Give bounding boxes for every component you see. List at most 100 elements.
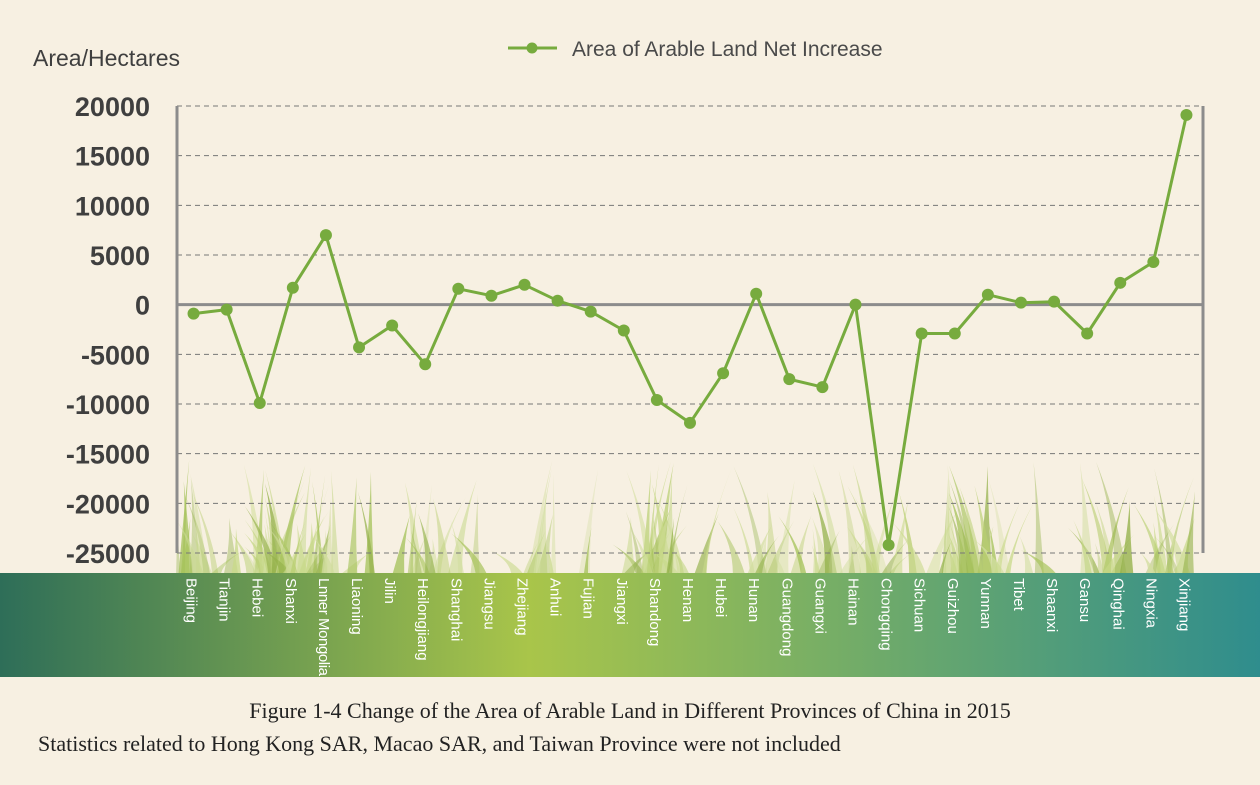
grass-blade xyxy=(294,523,308,573)
grass-blade xyxy=(812,463,843,573)
grass-blade xyxy=(191,532,212,573)
grass-blade xyxy=(755,535,780,573)
grass-blade xyxy=(959,487,984,573)
grass-blade xyxy=(717,521,745,573)
data-point xyxy=(485,289,498,302)
grass-blade xyxy=(550,474,557,573)
data-point xyxy=(1147,255,1160,268)
grass-blade xyxy=(1182,491,1196,573)
grass-blade xyxy=(974,485,993,573)
x-tick-label: Guangxi xyxy=(811,578,828,634)
data-point xyxy=(386,319,399,332)
y-tick-label: -15000 xyxy=(66,440,150,470)
grass-blade xyxy=(244,505,278,573)
grass-blade xyxy=(312,536,335,573)
data-point xyxy=(220,303,233,316)
grass-blade xyxy=(988,520,999,573)
grass-blade xyxy=(523,543,538,573)
grass-blade xyxy=(1154,509,1190,573)
x-tick-label: Guangdong xyxy=(778,578,795,656)
data-point xyxy=(419,358,432,371)
data-point xyxy=(650,394,663,407)
y-tick-label: 20000 xyxy=(75,92,150,122)
grass-blade xyxy=(926,506,961,573)
grass-blade xyxy=(1119,501,1134,573)
x-tick-label: Heilongjiang xyxy=(414,578,431,661)
legend: Area of Arable Land Net Increase xyxy=(508,38,883,61)
grass-blade xyxy=(312,481,324,573)
grass-blade xyxy=(776,480,795,573)
gridlines xyxy=(177,105,1203,554)
x-tick-label: Jiangsu xyxy=(480,578,497,630)
grass-blade xyxy=(1095,502,1116,573)
grass-blade xyxy=(812,528,819,573)
x-tick-label: Henan xyxy=(679,578,696,622)
grass-blade xyxy=(994,501,1021,573)
data-point xyxy=(1048,295,1061,308)
x-tick-label: Zhejiang xyxy=(514,578,531,636)
grass-blade xyxy=(732,506,755,573)
data-point xyxy=(1081,327,1094,340)
y-tick-label: -20000 xyxy=(66,489,150,519)
data-point xyxy=(981,288,994,301)
grass-blade xyxy=(276,465,306,573)
grass-blade xyxy=(230,531,256,573)
grass-blade xyxy=(191,492,219,573)
grass-blade xyxy=(621,517,636,573)
grass-blade xyxy=(178,460,190,573)
data-point xyxy=(816,381,829,394)
x-tick-label: Chongqing xyxy=(878,578,895,651)
grass-blade xyxy=(528,460,553,573)
grass-blade xyxy=(418,513,436,573)
x-tick-label: Shaanxi xyxy=(1043,578,1060,632)
axes xyxy=(175,106,1205,553)
grass-blade xyxy=(410,529,422,573)
grass-decoration xyxy=(175,460,1196,573)
x-tick-label: Hunan xyxy=(745,578,762,622)
grass-blade xyxy=(184,535,204,573)
grass-blade xyxy=(892,522,926,573)
y-tick-label: 0 xyxy=(135,291,150,321)
grass-blade xyxy=(1019,536,1034,573)
grass-blade xyxy=(1145,524,1174,573)
grass-blade xyxy=(657,499,684,573)
data-point xyxy=(1180,108,1193,121)
x-tick-label: Xinjiang xyxy=(1175,578,1192,631)
x-tick-labels: Beijing Tianjin Hebei Shanxi Lnner Mongolia L… xyxy=(183,578,1193,677)
grass-blade xyxy=(646,464,659,573)
grass-blade xyxy=(624,545,658,573)
x-tick-label: Gansu xyxy=(1076,578,1093,622)
grass-blade xyxy=(1140,552,1156,573)
data-point xyxy=(882,539,895,552)
grass-blade xyxy=(1102,534,1135,573)
x-tick-label: Ningxia xyxy=(1142,578,1159,629)
grass-blade xyxy=(290,519,306,573)
grass-blade xyxy=(890,499,909,573)
grass-blade xyxy=(432,496,467,573)
grass-blade xyxy=(1033,462,1044,573)
x-tick-label: Beijing xyxy=(183,578,200,623)
grass-blade xyxy=(1102,487,1129,573)
grass-blade xyxy=(364,471,374,573)
x-tick-label: Shanxi xyxy=(282,578,299,624)
grass-blade xyxy=(405,537,430,573)
data-point xyxy=(948,327,961,340)
grass-blade xyxy=(306,535,331,573)
x-tick-label: Sichuan xyxy=(911,578,928,632)
y-tick-label: 5000 xyxy=(90,241,150,271)
figure-caption: Figure 1-4 Change of the Area of Arable … xyxy=(249,698,1011,723)
data-point xyxy=(750,287,763,300)
y-tick-label: -10000 xyxy=(66,390,150,420)
x-tick-label: Hainan xyxy=(844,578,861,626)
grass-blade xyxy=(756,532,767,573)
grass-blade xyxy=(265,551,291,573)
x-tick-label: Tibet xyxy=(1010,578,1027,612)
data-point xyxy=(286,281,299,294)
grass-blade xyxy=(1073,520,1092,573)
grass-blade xyxy=(407,499,418,573)
grass-blade xyxy=(244,519,273,573)
data-point xyxy=(353,341,366,354)
grass-blade xyxy=(1020,550,1056,573)
x-tick-label: Shandong xyxy=(646,578,663,646)
